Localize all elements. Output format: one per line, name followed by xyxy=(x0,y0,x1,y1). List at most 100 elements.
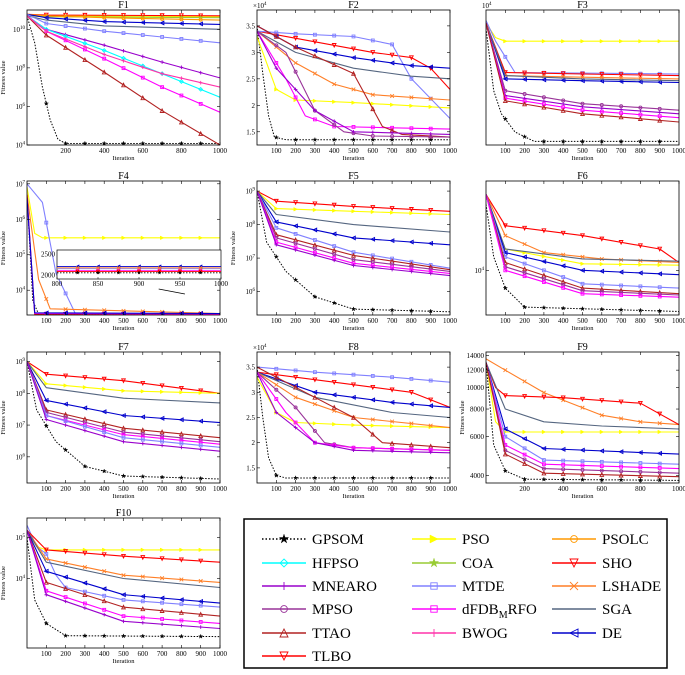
tick-label: 200 xyxy=(60,147,71,155)
axis-multiplier: ×104 xyxy=(253,344,267,352)
tick-label: 400 xyxy=(99,485,110,493)
series-mtde xyxy=(27,361,220,448)
tick-label: 3 xyxy=(252,49,256,57)
series-de xyxy=(27,530,220,604)
tick-label: 600 xyxy=(368,317,379,325)
tick-label: 4000 xyxy=(470,472,485,480)
series-sga xyxy=(257,190,450,233)
tick-label: 300 xyxy=(80,485,91,493)
chart-title: F4 xyxy=(118,171,129,182)
y-axis-label: Fitness value xyxy=(0,400,7,434)
tick-label: 300 xyxy=(310,147,321,155)
chart-title: F9 xyxy=(577,342,588,353)
series-dfdbmrfo xyxy=(486,194,679,299)
series-sga xyxy=(27,530,220,589)
tick-label: 3.5 xyxy=(246,22,255,30)
series-gpsom xyxy=(27,537,220,639)
inset-pointer-arrow xyxy=(158,288,185,295)
tick-label: 1000 xyxy=(443,485,458,493)
x-axis-label: Iteration xyxy=(112,658,135,665)
legend-label: MTDE xyxy=(462,579,505,595)
panel-f2: 100 200 300 400 500 600 700 800 900 1000 1.5 2 2.5 3 3… xyxy=(246,0,457,162)
legend-item-psolc: PSOLC xyxy=(552,532,649,548)
tick-label: 600 xyxy=(368,147,379,155)
series-gpsom xyxy=(257,367,450,481)
legend-label: COA xyxy=(462,556,494,572)
tick-label: 1000 xyxy=(443,147,458,155)
legend: GPSOM PSO PSOLC HFPSO COA SHO MNEARO MTDE LSHADE… xyxy=(243,518,668,669)
legend-label: SGA xyxy=(602,602,632,618)
tick-label: 800 xyxy=(406,147,417,155)
tick-label: 109 xyxy=(16,358,26,366)
plot-area xyxy=(27,181,220,315)
legend-label: dFDBMRFO xyxy=(462,602,537,621)
x-axis-label: Iteration xyxy=(342,155,365,162)
plot-area xyxy=(27,518,220,648)
tick-label: 800 xyxy=(176,650,187,658)
legend-item-hfpso: HFPSO xyxy=(262,556,359,572)
series-sga xyxy=(486,194,679,262)
legend-item-mnearo: MNEARO xyxy=(262,579,377,595)
tick-label: 900 xyxy=(134,280,145,288)
series-sho xyxy=(486,194,679,263)
series-mtde xyxy=(486,194,679,290)
plot-area xyxy=(257,10,450,145)
tick-label: 400 xyxy=(329,317,340,325)
tick-label: 800 xyxy=(635,147,646,155)
legend-item-dfdbmrfo: dFDBMRFO xyxy=(412,602,537,621)
tick-label: 1000 xyxy=(213,485,228,493)
legend-item-bwog: BWOG xyxy=(412,626,508,642)
tick-label: 104 xyxy=(475,267,485,275)
panel-f9: 200 400 600 800 1000 4000 6000 8000 10000 12000 14… xyxy=(459,342,685,500)
chart-title: F1 xyxy=(118,0,129,11)
series-dfdbmrfo xyxy=(27,530,220,624)
series-de xyxy=(257,190,450,246)
x-axis-label: Iteration xyxy=(342,493,365,500)
tick-label: 100 xyxy=(41,317,52,325)
tick-label: 100 xyxy=(500,147,511,155)
tick-label: 950 xyxy=(175,280,186,288)
legend-label: HFPSO xyxy=(312,556,359,572)
panel-f4: 100 200 300 400 500 600 700 800 900 1000 104 105 106… xyxy=(0,171,229,332)
tick-label: 6000 xyxy=(470,433,485,441)
tick-label: 500 xyxy=(348,147,359,155)
legend-item-sga: SGA xyxy=(552,602,632,618)
panel-f3: 100 200 300 400 500 600 700 800 900 1000 F3 Iterati… xyxy=(482,0,685,162)
tick-label: 8000 xyxy=(470,406,485,414)
tick-label: 1.5 xyxy=(246,128,255,136)
x-axis-label: Iteration xyxy=(571,155,594,162)
tick-label: 600 xyxy=(597,147,608,155)
tick-label: 600 xyxy=(138,147,149,155)
tick-label: 2.5 xyxy=(246,75,255,83)
series-gpsom xyxy=(257,191,450,314)
tick-label: 900 xyxy=(425,317,436,325)
series-ttao xyxy=(486,362,679,479)
series-lshade xyxy=(27,529,220,584)
legend-label: PSOLC xyxy=(602,532,649,548)
plot-area xyxy=(257,181,450,315)
series-mtde xyxy=(27,13,220,44)
inset-series-gpsom xyxy=(57,270,221,275)
tick-label: 400 xyxy=(329,147,340,155)
series-ttao xyxy=(486,22,679,123)
tick-label: 700 xyxy=(616,147,627,155)
legend-item-gpsom: GPSOM xyxy=(262,532,364,548)
tick-label: 2.5 xyxy=(246,414,255,422)
tick-label: 200 xyxy=(519,317,530,325)
tick-label: 600 xyxy=(138,650,149,658)
tick-label: 800 xyxy=(635,317,646,325)
series-sga xyxy=(486,22,679,82)
tick-label: 900 xyxy=(195,317,206,325)
tick-label: 105 xyxy=(16,534,26,542)
tick-label: 500 xyxy=(348,485,359,493)
tick-label: 2 xyxy=(252,102,256,110)
tick-label: 700 xyxy=(387,485,398,493)
panel-f6: 100 200 300 400 500 600 700 800 900 1000 104 F6 Iter… xyxy=(475,171,685,332)
tick-label: 106 xyxy=(16,216,26,224)
tick-label: 400 xyxy=(558,485,569,493)
tick-label: 900 xyxy=(654,317,665,325)
series-sho xyxy=(257,190,450,214)
tick-label: 108 xyxy=(16,64,26,72)
series-sga xyxy=(486,362,679,430)
